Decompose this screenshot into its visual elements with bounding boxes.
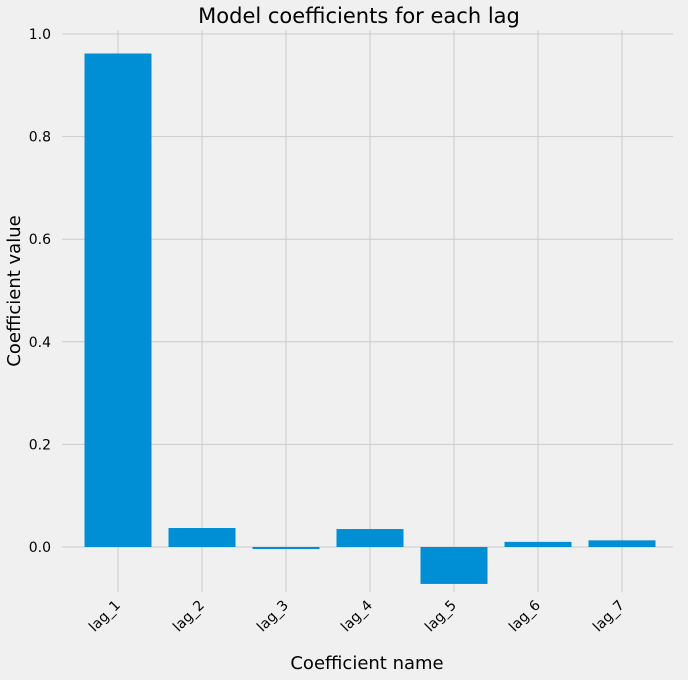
y-tick-label: 0.8 [29,130,51,146]
bar-lag_7 [588,540,656,547]
grid-lines [62,30,673,592]
bar-lag_1 [84,53,152,548]
bar-lag_3 [252,547,320,549]
bar-lag_2 [168,528,236,547]
y-tick-label: 0.2 [29,437,51,453]
bars [84,53,656,584]
x-axis-title: Coefficient name [290,653,443,674]
bar-lag_5 [420,547,488,584]
y-tick-label: 0.6 [29,232,51,248]
y-tick-label: 1.0 [29,27,51,43]
chart-title: Model coefficients for each lag [198,4,520,28]
y-tick-labels: 0.0 0.2 0.4 0.6 0.8 1.0 [29,27,51,556]
y-tick-label: 0.0 [29,540,51,556]
bar-lag_6 [504,541,572,547]
y-axis-title: Coefficient value [4,215,25,366]
bar-lag_4 [336,529,404,547]
y-tick-label: 0.4 [29,335,51,351]
